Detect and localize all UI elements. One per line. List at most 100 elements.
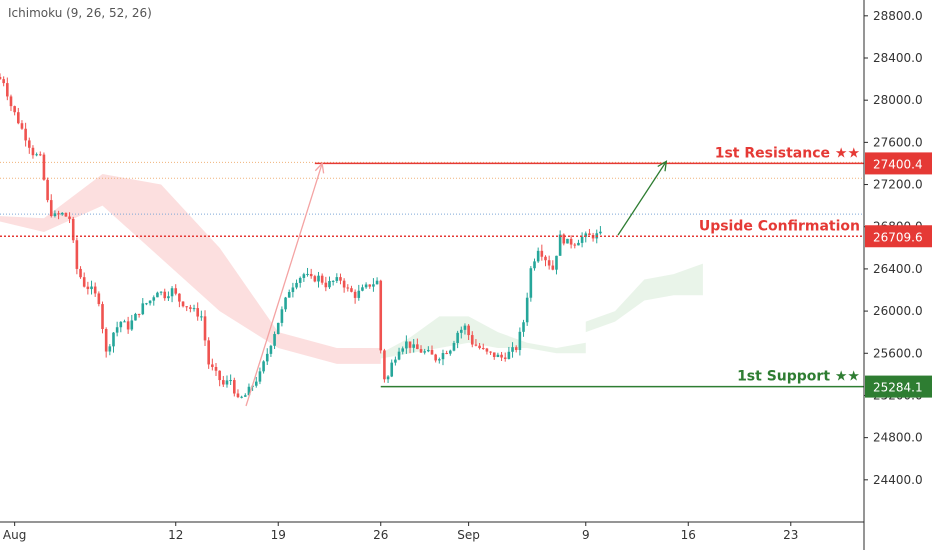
candle-100 <box>364 284 368 288</box>
time-tick-label-4: Sep <box>457 528 480 542</box>
candle-1 <box>2 79 5 84</box>
price-axis[interactable]: 28800.028400.028000.027600.027200.026800… <box>863 0 923 550</box>
candle-21 <box>75 240 79 269</box>
candle-109 <box>397 351 401 360</box>
candle-46 <box>167 296 170 299</box>
candle-120 <box>438 359 441 361</box>
candle-71 <box>258 371 262 382</box>
time-tick-label-6: 16 <box>681 528 696 542</box>
arrow-head-1 <box>657 160 668 172</box>
price-tick-label-4: 27200.0 <box>873 178 923 192</box>
candle-157 <box>573 244 577 246</box>
candle-117 <box>427 349 430 352</box>
candle-0 <box>0 76 2 80</box>
candle-70 <box>254 381 258 386</box>
candle-115 <box>419 349 423 353</box>
candle-107 <box>390 362 394 377</box>
candle-19 <box>68 216 71 219</box>
candle-134 <box>489 351 492 353</box>
candle-124 <box>452 342 456 351</box>
candle-125 <box>456 332 459 343</box>
candle-49 <box>178 293 181 302</box>
candle-90 <box>328 281 331 288</box>
candle-11 <box>38 154 42 156</box>
candle-35 <box>126 321 130 330</box>
candle-156 <box>569 238 573 245</box>
price-tick-label-11: 24400.0 <box>873 473 923 487</box>
candles <box>0 73 602 399</box>
candle-103 <box>375 280 379 285</box>
candle-47 <box>170 288 174 297</box>
indicator-label[interactable]: Ichimoku (9, 26, 52, 26) <box>8 6 152 20</box>
candle-31 <box>112 332 115 347</box>
guide-lines <box>0 161 864 215</box>
candle-146 <box>533 261 536 269</box>
candle-50 <box>181 301 185 307</box>
candle-14 <box>49 200 53 216</box>
candle-155 <box>566 238 569 244</box>
candle-75 <box>273 334 276 346</box>
candle-121 <box>441 353 445 360</box>
time-axis[interactable]: Aug 12 19 26 Sep 9 16 23 <box>0 521 864 542</box>
price-tag-label-1: 26709.6 <box>873 230 923 244</box>
candle-5 <box>17 112 20 124</box>
candle-130 <box>474 344 478 346</box>
cloud-bear-0 <box>0 174 381 364</box>
arrow-shaft-0 <box>245 163 323 407</box>
candle-26 <box>93 286 97 294</box>
candle-15 <box>53 213 57 216</box>
candle-66 <box>240 396 243 398</box>
candle-133 <box>485 348 489 352</box>
candle-56 <box>203 316 207 341</box>
cloud-bull-1 <box>380 316 586 359</box>
time-tick-label-5: 9 <box>582 528 590 542</box>
candle-51 <box>185 306 189 308</box>
price-tag-0 <box>865 152 932 175</box>
candle-138 <box>503 357 507 359</box>
candle-57 <box>207 340 210 365</box>
price-tag-2 <box>865 375 932 398</box>
time-tick-label-2: 19 <box>271 528 286 542</box>
candle-58 <box>211 364 214 367</box>
candle-122 <box>445 353 448 355</box>
candle-77 <box>280 309 284 323</box>
candle-41 <box>148 300 152 304</box>
candle-85 <box>309 273 313 277</box>
candle-45 <box>163 291 167 299</box>
candle-104 <box>379 280 383 351</box>
price-tick-label-2: 28000.0 <box>873 93 923 107</box>
candle-164 <box>599 231 602 234</box>
candle-152 <box>555 255 558 270</box>
candle-25 <box>90 286 93 290</box>
candle-89 <box>324 282 328 288</box>
candle-39 <box>141 303 145 315</box>
candle-131 <box>478 345 481 349</box>
candle-151 <box>551 265 555 270</box>
candle-158 <box>577 242 580 246</box>
candle-118 <box>430 349 434 355</box>
candle-13 <box>46 179 49 201</box>
arrow-shaft-1 <box>617 160 667 236</box>
price-tick-label-3: 27600.0 <box>873 135 923 149</box>
candle-68 <box>247 386 251 396</box>
candle-27 <box>97 293 101 305</box>
candle-102 <box>372 284 375 287</box>
candle-53 <box>192 308 196 310</box>
candle-98 <box>357 290 361 298</box>
candle-129 <box>470 335 474 345</box>
candle-54 <box>196 308 199 317</box>
candle-60 <box>218 370 221 381</box>
candle-159 <box>580 236 584 243</box>
candle-113 <box>412 344 415 348</box>
candle-86 <box>313 276 317 282</box>
candle-154 <box>562 234 566 244</box>
candle-87 <box>317 275 320 282</box>
candle-111 <box>405 341 408 349</box>
candle-3 <box>9 96 13 107</box>
candle-112 <box>408 341 412 348</box>
candle-160 <box>584 233 588 237</box>
candle-72 <box>262 361 265 372</box>
candle-28 <box>101 304 104 330</box>
candle-65 <box>236 393 240 398</box>
